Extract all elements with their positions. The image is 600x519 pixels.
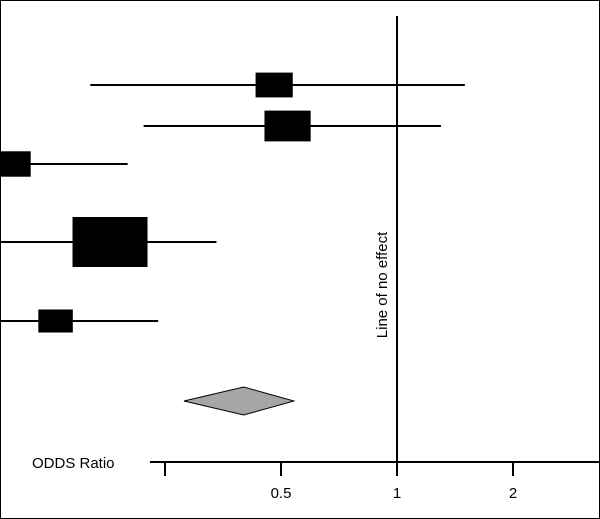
study-marker	[0, 151, 31, 177]
study-marker	[38, 309, 73, 333]
x-tick-label: 0.5	[271, 485, 292, 502]
study-marker	[72, 217, 148, 267]
studies-group	[0, 72, 465, 333]
pooled-diamond	[183, 386, 296, 416]
x-ticks: 0.5 1 2	[164, 462, 517, 502]
study-marker	[255, 72, 293, 98]
x-tick-label: 2	[509, 485, 517, 502]
x-tick-label: 1	[393, 485, 401, 502]
study-marker	[264, 110, 311, 142]
no-effect-label: Line of no effect	[374, 231, 391, 338]
pooled-group	[183, 386, 296, 416]
x-axis-label: ODDS Ratio	[32, 455, 115, 472]
